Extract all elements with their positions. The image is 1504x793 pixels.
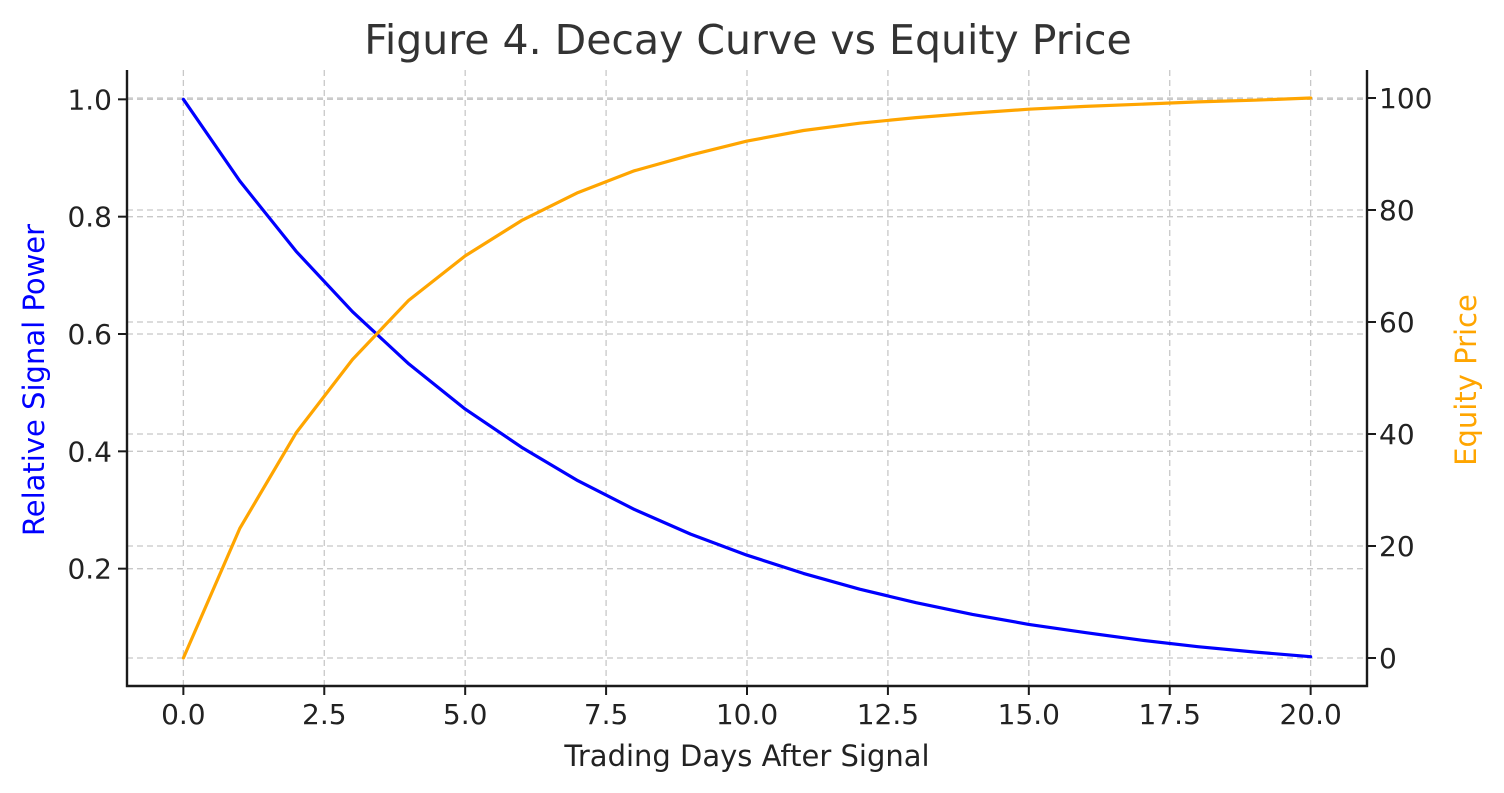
y-left-tick-label: 0.8 [67, 201, 112, 234]
x-tick-label: 17.5 [1139, 698, 1201, 731]
series-line-left [181, 97, 1313, 659]
x-tick-label: 7.5 [584, 698, 629, 731]
x-tick-label: 10.0 [716, 698, 778, 731]
y-right-axis-ticks: 0 20 40 60 80 100 [1367, 82, 1432, 675]
y-right-tick-label: 0 [1379, 642, 1397, 675]
y-left-tick-label: 0.2 [67, 553, 112, 586]
y-left-axis-ticks: 0.2 0.4 0.6 0.8 1.0 [67, 83, 127, 586]
chart-title: Figure 4. Decay Curve vs Equity Price [364, 16, 1131, 64]
x-tick-label: 2.5 [302, 698, 347, 731]
plot-area [181, 96, 1313, 660]
y-right-tick-label: 40 [1379, 418, 1415, 451]
y-right-tick-label: 60 [1379, 306, 1415, 339]
x-tick-label: 5.0 [443, 698, 488, 731]
y-right-tick-label: 80 [1379, 194, 1415, 227]
y-left-tick-label: 0.6 [67, 318, 112, 351]
x-tick-label: 0.0 [161, 698, 206, 731]
x-tick-label: 20.0 [1279, 698, 1341, 731]
grid [127, 70, 1367, 686]
y-right-axis-label: Equity Price [1449, 294, 1483, 466]
series-line-right [181, 96, 1313, 660]
y-left-tick-label: 0.4 [67, 435, 112, 468]
x-axis-label: Trading Days After Signal [563, 739, 929, 773]
y-left-tick-label: 1.0 [67, 83, 112, 116]
x-axis-ticks: 0.0 2.5 5.0 7.5 10.0 12.5 15.0 17.5 20.0 [161, 686, 1342, 731]
y-right-tick-label: 100 [1379, 82, 1432, 115]
y-left-axis-label: Relative Signal Power [17, 224, 51, 536]
y-right-tick-label: 20 [1379, 530, 1415, 563]
x-tick-label: 15.0 [998, 698, 1060, 731]
x-tick-label: 12.5 [857, 698, 919, 731]
